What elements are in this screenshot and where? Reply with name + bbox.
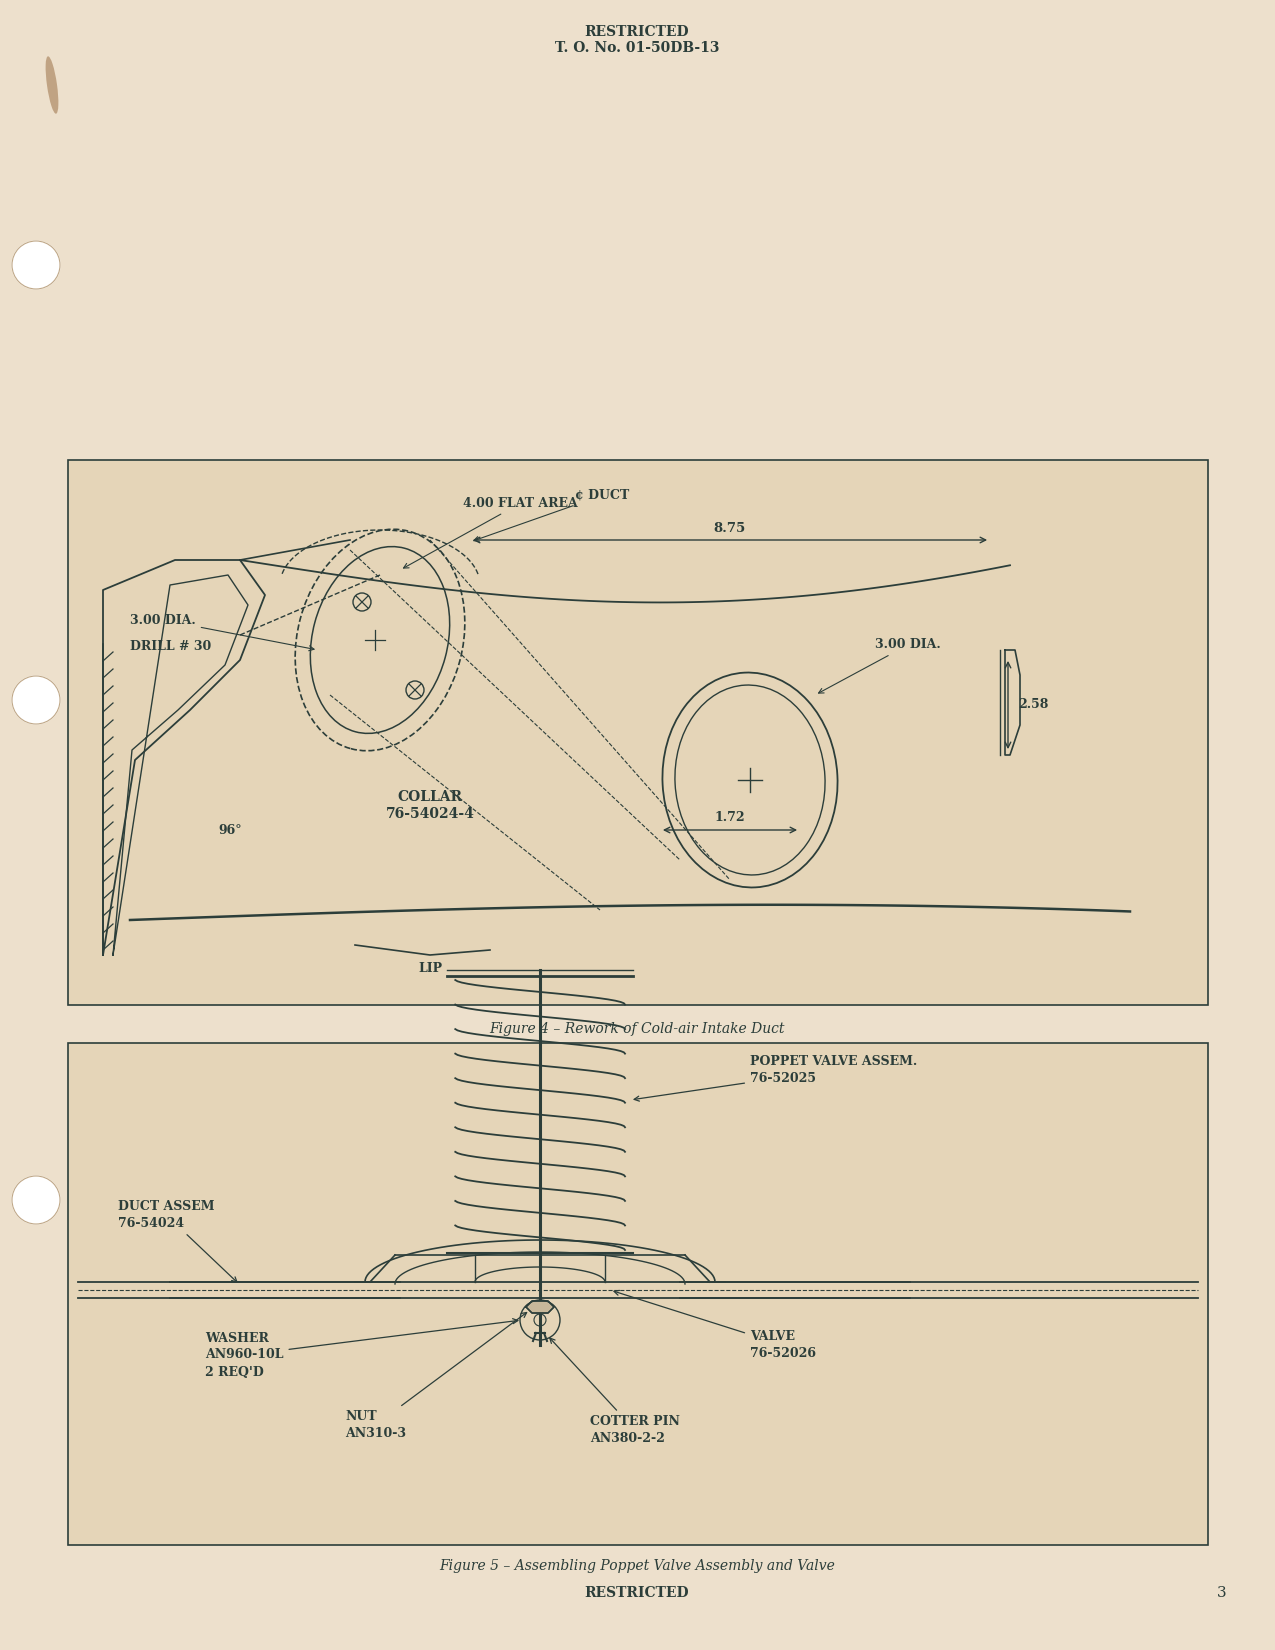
Text: 96°: 96° [218,823,242,837]
Text: DUCT ASSEM
76-54024: DUCT ASSEM 76-54024 [119,1200,237,1282]
Text: 2.58: 2.58 [1017,698,1048,711]
Text: Figure 5 – Assembling Poppet Valve Assembly and Valve: Figure 5 – Assembling Poppet Valve Assem… [439,1559,835,1572]
Text: LIP: LIP [418,962,442,975]
Text: NUT
AN310-3: NUT AN310-3 [346,1312,527,1440]
Text: VALVE
76-52026: VALVE 76-52026 [615,1290,816,1360]
Text: COTTER PIN
AN380-2-2: COTTER PIN AN380-2-2 [550,1338,680,1445]
Circle shape [11,1176,60,1224]
Ellipse shape [46,56,59,114]
Text: 3: 3 [1218,1586,1227,1600]
Text: 76-54024-4: 76-54024-4 [385,807,474,822]
Bar [68,1043,1207,1544]
Text: 3.00 DIA.: 3.00 DIA. [130,614,314,650]
Text: 4.00 FLAT AREA: 4.00 FLAT AREA [403,497,578,568]
Text: Figure 4 – Rework of Cold-air Intake Duct: Figure 4 – Rework of Cold-air Intake Duc… [490,1021,784,1036]
Text: RESTRICTED: RESTRICTED [585,25,690,40]
Text: POPPET VALVE ASSEM.
76-52025: POPPET VALVE ASSEM. 76-52025 [634,1054,917,1101]
Polygon shape [527,1300,555,1313]
Circle shape [11,241,60,289]
Text: WASHER
AN960-10L
2 REQ'D: WASHER AN960-10L 2 REQ'D [205,1318,518,1378]
Bar [68,460,1207,1005]
Text: COLLAR: COLLAR [398,790,463,804]
Text: 8.75: 8.75 [714,521,746,535]
Text: ¢ DUCT: ¢ DUCT [474,488,630,541]
Text: 1.72: 1.72 [715,812,746,823]
Text: DRILL # 30: DRILL # 30 [130,640,212,653]
Text: 3.00 DIA.: 3.00 DIA. [819,639,941,693]
Circle shape [11,676,60,724]
Text: T. O. No. 01-50DB-13: T. O. No. 01-50DB-13 [555,41,719,54]
Text: RESTRICTED: RESTRICTED [585,1586,690,1600]
